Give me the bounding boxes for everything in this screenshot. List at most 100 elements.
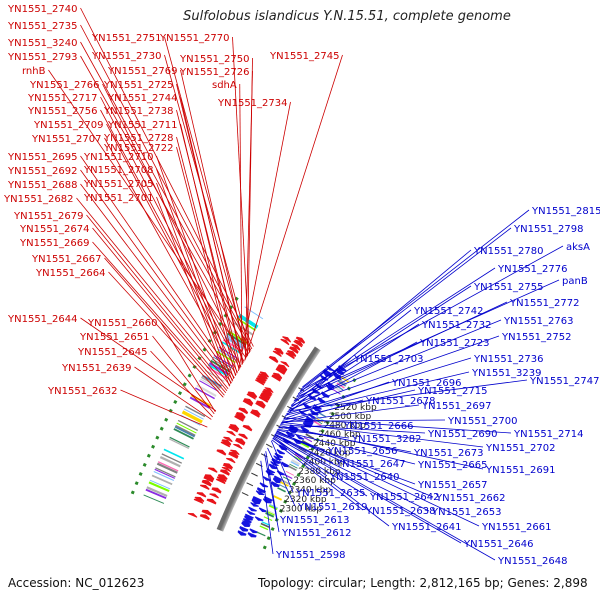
leader-line	[80, 155, 235, 379]
forward-cds	[223, 436, 233, 443]
leader-line	[92, 227, 228, 392]
cog-block-inner	[259, 525, 269, 531]
forward-cds	[271, 374, 282, 382]
leader-line	[273, 435, 462, 544]
forward-cds	[220, 441, 231, 448]
gene-label: YN1551_2715	[417, 386, 488, 397]
gene-label: YN1551_2647	[335, 459, 406, 470]
gene-label: YN1551_2639	[61, 363, 132, 374]
gene-label: YN1551_2651	[79, 332, 150, 343]
leader-line	[276, 430, 480, 527]
leader-line	[283, 417, 512, 434]
forward-cds	[272, 372, 283, 380]
gene-label: YN1551_2702	[485, 443, 556, 454]
forward-cds	[235, 414, 245, 421]
forward-cds	[282, 336, 292, 343]
cog-block-outer	[155, 467, 176, 478]
gene-label: YN1551_2730	[91, 51, 162, 62]
gene-label: YN1551_2722	[103, 143, 174, 154]
cog-block-inner	[300, 442, 310, 449]
cog-block-outer	[199, 380, 219, 392]
gene-label: YN1551_2598	[275, 550, 346, 561]
label-layer: YN1551_2740 YN1551_2735 YN1551_3240 YN1551_…	[3, 4, 600, 567]
leader-line	[76, 197, 231, 386]
forward-cds	[258, 373, 268, 380]
cog-block-inner	[291, 459, 301, 466]
tick-label: 2480 kbp	[323, 421, 366, 431]
cog-block-inner	[290, 461, 300, 467]
cog-block-outer	[183, 408, 204, 420]
cog-block-inner	[266, 509, 276, 515]
reverse-cds	[268, 463, 278, 470]
forward-cds	[276, 366, 287, 373]
forward-cds	[272, 350, 282, 357]
cog-block-inner	[278, 484, 288, 489]
forward-cds	[215, 478, 226, 485]
gene-label: YN1551_2703	[353, 354, 424, 365]
cog-block-inner	[282, 476, 292, 482]
forward-cds	[230, 449, 240, 456]
leader-line	[80, 183, 232, 384]
gene-label: YN1551_2662	[435, 493, 506, 504]
gene-label: YN1551_2798	[513, 224, 584, 235]
accession-text: Accession: NC_012623	[8, 576, 144, 590]
cog-block-outer	[229, 329, 249, 342]
leader-line	[274, 434, 430, 512]
gene-label: YN1551_2752	[501, 332, 572, 343]
gene-label: YN1551_2632	[47, 386, 118, 397]
leader-line	[293, 301, 508, 402]
forward-cds	[250, 410, 260, 418]
reverse-cds	[270, 481, 280, 488]
forward-cds	[204, 474, 215, 481]
cog-block-outer	[225, 334, 246, 348]
gene-label: YN1551_2695	[7, 152, 78, 163]
gene-label: YN1551_2612	[281, 528, 352, 539]
gene-label: YN1551_2666	[343, 421, 414, 432]
leader-line	[152, 335, 215, 415]
cog-block-inner	[303, 436, 313, 443]
leader-line	[244, 54, 343, 361]
reverse-cds	[258, 507, 268, 513]
leader-line	[299, 245, 564, 392]
leader-line	[156, 196, 230, 387]
leader-line	[267, 447, 296, 507]
forward-cds	[221, 466, 232, 473]
forward-cds	[242, 424, 253, 432]
gene-label: YN1551_2645	[77, 347, 148, 358]
leader-line	[288, 335, 500, 411]
leader-line	[279, 425, 484, 470]
gene-label: YN1551_2708	[83, 165, 154, 176]
leader-line	[176, 83, 244, 364]
forward-cds	[233, 443, 243, 450]
leader-line	[150, 350, 213, 418]
gene-label: YN1551_2613	[279, 515, 350, 526]
leader-line	[120, 389, 208, 428]
gene-label: YN1551_2763	[503, 316, 574, 327]
cog-block-outer	[244, 306, 264, 320]
forward-cds	[247, 391, 258, 399]
gene-label: YN1551_2793	[7, 52, 78, 63]
gene-label: YN1551_2635	[295, 488, 366, 499]
cog-block-outer	[189, 396, 210, 409]
leader-line	[108, 271, 224, 398]
forward-cds	[228, 425, 239, 433]
gene-label: YN1551_2665	[417, 460, 488, 471]
cog-block-outer	[238, 313, 259, 328]
forward-cds	[202, 479, 212, 486]
gene-label: YN1551_2701	[83, 193, 154, 204]
backbone-ring	[216, 346, 321, 532]
cog-block-outer	[176, 422, 197, 434]
forward-cds	[291, 343, 301, 351]
forward-cds	[234, 415, 244, 422]
cog-block-outer	[159, 456, 181, 468]
leader-line	[278, 426, 412, 453]
forward-cds	[221, 439, 232, 446]
leader-line	[282, 419, 446, 422]
leader-line	[238, 101, 291, 372]
forward-cds	[203, 476, 214, 483]
forward-cds	[217, 474, 228, 481]
forward-cds	[257, 375, 267, 382]
gene-label: YN1551_2656	[327, 446, 398, 457]
forward-cds	[211, 487, 222, 494]
forward-cds	[246, 393, 256, 400]
